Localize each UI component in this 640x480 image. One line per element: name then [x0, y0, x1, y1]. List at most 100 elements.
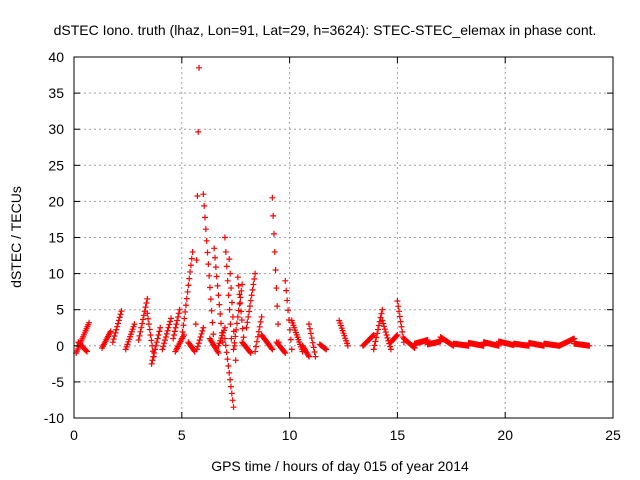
data-point: [270, 230, 277, 237]
data-point: [384, 334, 391, 341]
data-point: [195, 340, 202, 347]
data-point: [148, 337, 155, 344]
data-point: [239, 325, 246, 332]
data-point: [310, 344, 317, 351]
data-point: [394, 331, 401, 338]
data-point: [208, 307, 215, 314]
data-point: [157, 324, 164, 331]
y-tick-label: 35: [48, 85, 64, 101]
data-point: [166, 321, 173, 328]
data-point: [146, 326, 153, 333]
data-point: [381, 323, 388, 330]
data-point: [224, 356, 231, 363]
data-point: [197, 334, 204, 341]
data-point: [245, 313, 252, 320]
data-point: [287, 336, 294, 343]
data-point: [214, 282, 221, 289]
data-point: [209, 319, 216, 326]
data-point: [379, 306, 386, 313]
x-tick-label: 10: [282, 427, 298, 443]
data-point: [246, 303, 253, 310]
data-point: [230, 404, 237, 411]
data-point: [153, 339, 160, 346]
data-point: [240, 334, 247, 341]
data-point: [118, 308, 125, 315]
data-point: [284, 297, 291, 304]
data-point: [196, 64, 203, 71]
data-point: [180, 322, 187, 329]
y-axis-label: dSTEC / TECUs: [8, 186, 24, 288]
data-point: [227, 376, 234, 383]
data-point: [222, 342, 229, 349]
y-tick-label: 0: [56, 338, 64, 354]
data-point: [398, 323, 405, 330]
data-point: [173, 321, 180, 328]
data-point: [211, 245, 218, 252]
data-point: [272, 266, 279, 273]
data-point: [249, 286, 256, 293]
data-point: [131, 321, 138, 328]
data-point: [152, 346, 159, 353]
data-point: [306, 321, 313, 328]
data-point: [309, 339, 316, 346]
x-tick-label: 20: [497, 427, 513, 443]
y-tick-label: 25: [48, 157, 64, 173]
data-point: [239, 281, 246, 288]
data-point: [247, 350, 254, 357]
data-point: [202, 226, 209, 233]
data-point: [305, 352, 312, 359]
data-point: [178, 335, 185, 342]
data-point: [150, 353, 157, 360]
data-point: [221, 335, 228, 342]
data-point: [216, 301, 223, 308]
data-point: [288, 346, 295, 353]
data-point: [397, 318, 404, 325]
data-point: [167, 318, 174, 325]
data-point: [271, 248, 278, 255]
data-point: [223, 349, 230, 356]
data-point: [182, 302, 189, 309]
data-point: [308, 335, 315, 342]
data-point: [193, 257, 200, 264]
data-point: [396, 313, 403, 320]
data-point: [194, 192, 201, 199]
data-point: [252, 270, 259, 277]
data-point: [394, 298, 401, 305]
y-tick-label: 30: [48, 121, 64, 137]
data-point: [162, 333, 169, 340]
data-point: [143, 299, 150, 306]
data-point: [206, 272, 213, 279]
data-point: [232, 333, 239, 340]
data-point: [225, 292, 232, 299]
data-point: [185, 282, 192, 289]
data-point: [258, 313, 265, 320]
data-point: [383, 331, 390, 338]
data-point: [207, 296, 214, 303]
data-point: [233, 320, 240, 327]
data-point: [156, 328, 163, 335]
data-point: [192, 321, 199, 328]
data-point: [229, 397, 236, 404]
data-point: [254, 333, 261, 340]
data-point: [236, 300, 243, 307]
data-point: [322, 345, 329, 352]
data-point: [571, 335, 578, 342]
data-point: [83, 347, 90, 354]
data-point: [148, 360, 155, 367]
data-point: [227, 270, 234, 277]
data-point: [110, 336, 117, 343]
data-point: [283, 287, 290, 294]
data-point: [163, 330, 170, 337]
data-point: [230, 346, 237, 353]
y-tick-label: 10: [48, 266, 64, 282]
data-point: [375, 322, 382, 329]
data-point: [396, 308, 403, 315]
data-point: [155, 331, 162, 338]
data-point: [189, 248, 196, 255]
data-point: [180, 331, 187, 338]
data-point: [172, 324, 179, 331]
data-point: [175, 313, 182, 320]
data-point: [282, 350, 289, 357]
data-point: [111, 332, 118, 339]
data-point: [183, 295, 190, 302]
